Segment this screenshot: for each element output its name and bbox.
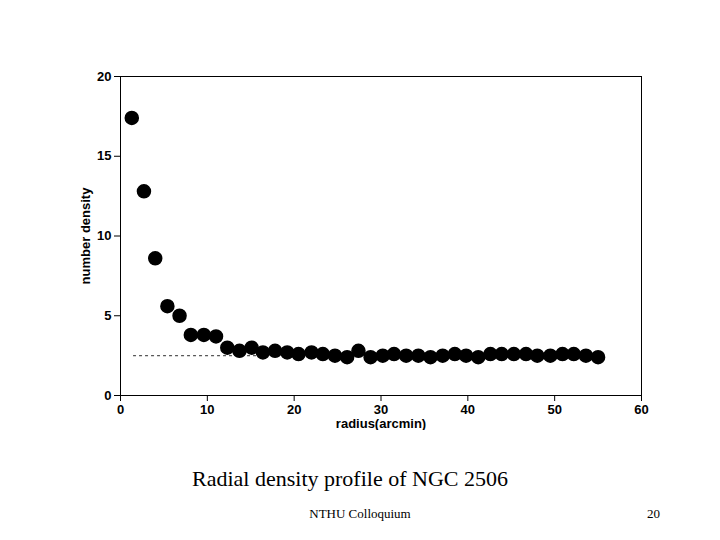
svg-text:40: 40 <box>461 402 475 417</box>
svg-text:15: 15 <box>97 148 111 163</box>
svg-text:number density: number density <box>78 187 93 285</box>
html-text:20: 20 <box>647 506 660 521</box>
svg-text:5: 5 <box>104 308 111 323</box>
html-text:NTHU Colloquium: NTHU Colloquium <box>309 506 411 521</box>
svg-text:50: 50 <box>547 402 561 417</box>
svg-text:60: 60 <box>634 402 648 417</box>
svg-text:30: 30 <box>374 402 388 417</box>
html-text:Radial density profile of NGC: Radial density profile of NGC 2506 <box>192 466 508 491</box>
svg-text:0: 0 <box>117 402 124 417</box>
svg-text:10: 10 <box>200 402 214 417</box>
svg-text:20: 20 <box>97 69 111 84</box>
svg-text:10: 10 <box>97 228 111 243</box>
svg-text:0: 0 <box>104 388 111 403</box>
svg-text:20: 20 <box>287 402 301 417</box>
svg-text:radius(arcmin): radius(arcmin) <box>336 416 426 431</box>
